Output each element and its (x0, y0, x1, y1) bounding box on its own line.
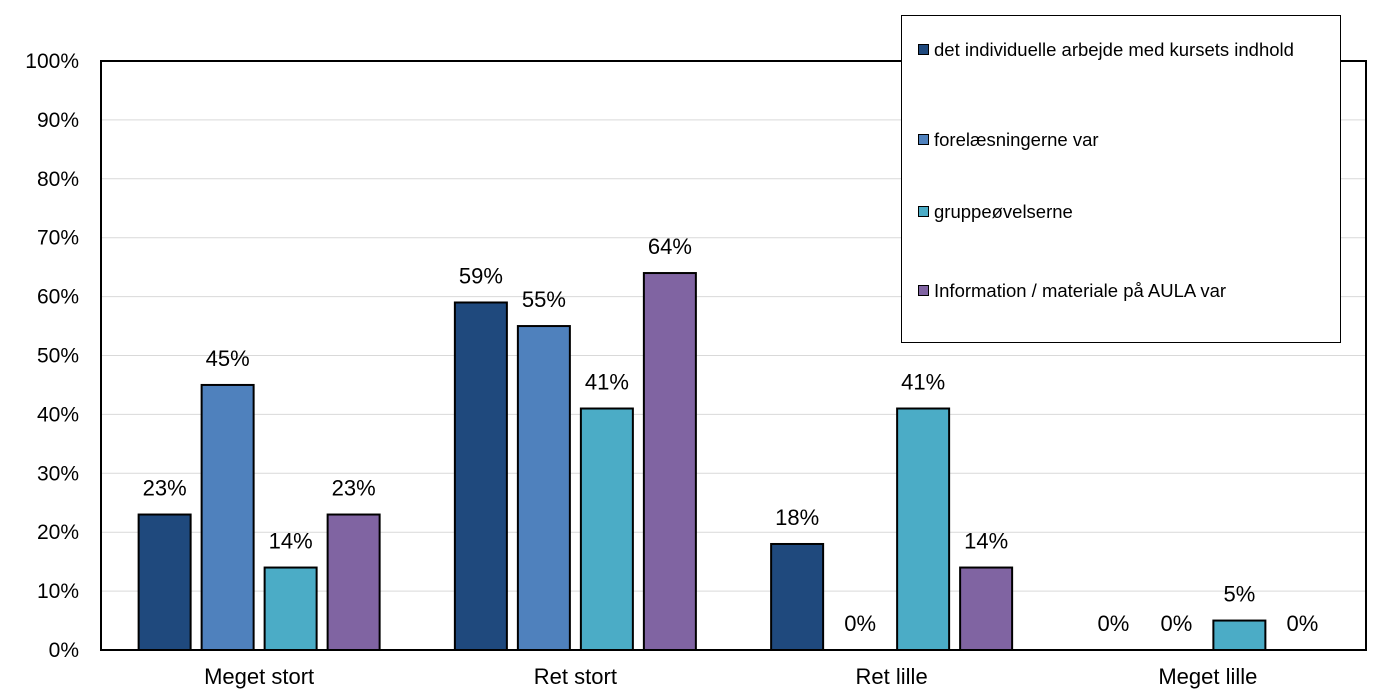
bar (896, 407, 951, 652)
data-labels: 23% 45% 14% 23% 59% 55% 41% 64% 18% 0% 41% 14% 0% 0% 5… (143, 234, 1319, 636)
y-tick-label: 60% (37, 286, 79, 309)
legend-item-series-1: det individuelle arbejde med kursets ind… (918, 38, 1334, 62)
data-label: 18% (775, 505, 819, 530)
data-label: 5% (1223, 582, 1255, 607)
plot-area-frame (100, 60, 1367, 651)
legend-label-series-3: gruppeøvelserne (934, 201, 1073, 222)
data-label: 0% (1097, 611, 1129, 636)
y-tick-label: 10% (37, 580, 79, 603)
legend-swatch-series-3 (918, 206, 929, 217)
legend-item-series-2: forelæsningerne var (918, 128, 1334, 152)
x-axis-category-labels: Meget stort Ret stort Ret lille Meget lille (204, 664, 1257, 689)
bar (516, 325, 571, 651)
x-category-label: Meget stort (204, 664, 314, 689)
data-label: 0% (1160, 611, 1192, 636)
bars (137, 272, 1267, 652)
y-tick-label: 20% (37, 521, 79, 544)
legend-swatch-series-4 (918, 285, 929, 296)
bar (326, 513, 381, 652)
data-label: 64% (648, 234, 692, 259)
x-category-label: Ret lille (856, 664, 928, 689)
bar (263, 566, 318, 651)
bar (200, 383, 255, 651)
legend-label-series-4: Information / materiale på AULA var (934, 280, 1227, 301)
y-tick-label: 80% (37, 168, 79, 191)
data-label: 59% (459, 263, 503, 288)
data-label: 14% (269, 529, 313, 554)
y-tick-label: 30% (37, 462, 79, 485)
data-label: 45% (206, 346, 250, 371)
data-label: 23% (332, 476, 376, 501)
data-label: 55% (522, 287, 566, 312)
y-tick-label: 40% (37, 403, 79, 426)
bar (137, 513, 192, 652)
legend: det individuelle arbejde med kursets ind… (901, 15, 1341, 343)
legend-item-series-4: Information / materiale på AULA var (918, 279, 1334, 303)
y-axis-tick-labels: 0% 10% 20% 30% 40% 50% 60% 70% 80% 90% 100% (25, 50, 79, 662)
data-label: 0% (1286, 611, 1318, 636)
legend-item-series-3: gruppeøvelserne (918, 200, 1334, 224)
gridlines (101, 119, 1366, 592)
bar (642, 272, 697, 651)
bar (770, 542, 825, 651)
y-tick-label: 100% (25, 50, 79, 73)
x-category-label: Ret stort (534, 664, 617, 689)
data-label: 23% (143, 476, 187, 501)
data-label: 14% (964, 529, 1008, 554)
legend-label-series-2: forelæsningerne var (934, 129, 1099, 150)
y-tick-label: 0% (49, 639, 79, 662)
bar (579, 407, 634, 652)
data-label: 41% (585, 370, 629, 395)
y-tick-label: 70% (37, 227, 79, 250)
legend-swatch-series-1 (918, 44, 929, 55)
data-label: 41% (901, 370, 945, 395)
bar (1212, 619, 1267, 651)
data-label: 0% (844, 611, 876, 636)
x-category-label: Meget lille (1158, 664, 1257, 689)
legend-swatch-series-2 (918, 134, 929, 145)
y-tick-label: 50% (37, 345, 79, 368)
bar (453, 301, 508, 651)
bar (959, 566, 1014, 651)
legend-label-series-1: det individuelle arbejde med kursets ind… (934, 39, 1294, 60)
y-tick-label: 90% (37, 109, 79, 132)
